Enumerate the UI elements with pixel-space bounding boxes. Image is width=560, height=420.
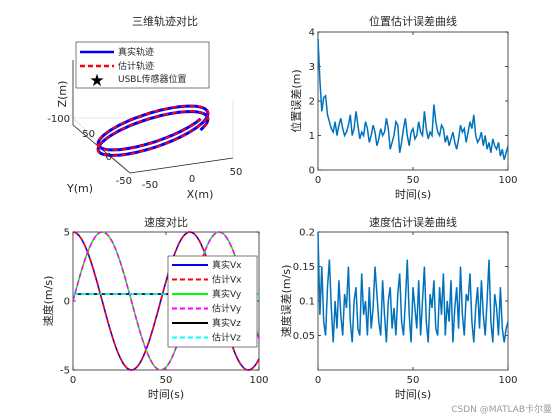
position-error-ylabel: 位置误差(m): [289, 69, 303, 132]
velocity-compare-xlabel: 时间(s): [148, 388, 184, 401]
legend-3d: 真实轨迹 估计轨迹 ★ USBL传感器位置: [75, 41, 210, 91]
velocity-legend: 真实Vx 估计Vx 真实Vy 估计Vy 真实Vz 估计Vz: [167, 255, 258, 348]
velocity-error-ylabel: 速度误差(m/s): [279, 265, 293, 338]
pos-err-ytick-label-2: 2: [309, 97, 315, 108]
legend-usbl-label: USBL传感器位置: [118, 73, 187, 85]
velocity-legend-label-4: 真实Vz: [212, 317, 241, 329]
velocity-compare-ylabel: 速度(m/s): [41, 276, 55, 327]
velocity-legend-label-3: 估计Vy: [212, 303, 242, 315]
velocity-legend-label-2: 真实Vy: [212, 288, 242, 300]
x-axis-label: X(m): [187, 188, 214, 201]
vel-err-xtick-label-0: 0: [315, 375, 321, 386]
position-error-ticks: 0 50 100 0 1 2 3 4: [309, 28, 518, 187]
z-tick-0: -100: [47, 114, 70, 125]
legend-est-label: 估计轨迹: [118, 60, 154, 72]
pos-err-ytick-label-4: 4: [309, 28, 315, 39]
trajectory-3d-title: 三维轨迹对比: [132, 14, 198, 28]
pos-err-xtick-label-2: 100: [498, 175, 517, 186]
velocity-compare-title: 速度对比: [144, 215, 188, 229]
x-tick-0: -50: [142, 180, 158, 191]
velocity-error-xlabel: 时间(s): [395, 388, 431, 401]
velocity-legend-box: [167, 255, 258, 348]
position-error-title: 位置估计误差曲线: [369, 14, 457, 28]
velocity-error-series: [317, 231, 509, 343]
legend-true-label: 真实轨迹: [118, 46, 154, 58]
pos-err-ytick-label-1: 1: [309, 131, 315, 142]
velocity-series-2: [72, 231, 260, 371]
x-tick-2: 50: [230, 167, 243, 178]
velocity-legend-label-5: 估计Vz: [212, 332, 241, 344]
velocity-legend-label-1: 估计Vx: [212, 274, 242, 286]
vel-err-xtick-label-1: 50: [407, 375, 420, 386]
vel-err-xtick-label-2: 100: [498, 375, 517, 386]
vel-xtick-label-2: 100: [249, 375, 268, 386]
helix-lines: [96, 104, 210, 157]
position-error-axes: [317, 31, 509, 171]
y-tick-0: 50: [82, 129, 95, 140]
vel-err-ytick-label-3: 0.2: [299, 228, 315, 239]
vel-err-ytick-label-0: 0.05: [293, 331, 315, 342]
vel-xtick-label-1: 50: [160, 375, 173, 386]
vel-err-ytick-label-2: 0.15: [293, 262, 315, 273]
velocity-compare-ticks: 0 50 100-505: [60, 228, 269, 387]
axis-x-line: [129, 157, 234, 174]
position-error-subplot: 位置估计误差曲线 0 50 100 0 1 2 3 4 时间(s) 位置误差(m): [289, 14, 518, 201]
star-icon: ★: [89, 71, 104, 91]
vel-err-ytick-label-1: 0.1: [299, 297, 315, 308]
velocity-error-subplot: 速度估计误差曲线 0 50 100 0.05 0.1 0.15 0.2 时间(s) 速度误差…: [279, 215, 518, 401]
position-error-xlabel: 时间(s): [395, 188, 431, 201]
pos-err-ytick-label-3: 3: [309, 62, 315, 73]
y-tick-2: -50: [116, 176, 132, 187]
y-tick-1: 0: [106, 152, 112, 163]
velocity-error-ticks: 0 50 100 0.05 0.1 0.15 0.2: [293, 228, 518, 387]
velocity-legend-label-0: 真实Vx: [212, 259, 242, 271]
trajectory-3d-subplot: 三维轨迹对比 -50 0 50 50 0 -50 -100 X(m) Y(m) …: [47, 14, 242, 201]
velocity-error-title: 速度估计误差曲线: [369, 215, 457, 229]
pos-err-xtick-label-0: 0: [315, 175, 321, 186]
x-tick-1: 0: [189, 174, 195, 185]
vel-ytick-label-0: -5: [60, 366, 70, 377]
pos-err-xtick-label-1: 50: [407, 175, 420, 186]
pos-err-ytick-label-0: 0: [309, 166, 315, 177]
position-error-series: [317, 38, 509, 160]
helix-est-line: [96, 104, 210, 157]
y-axis-label: Y(m): [66, 182, 93, 195]
watermark-text: CSDN @MATLAB卡尔曼: [451, 403, 552, 415]
vel-ytick-label-2: 5: [64, 228, 70, 239]
vel-xtick-label-0: 0: [70, 375, 76, 386]
z-axis-label: Z(m): [56, 81, 69, 108]
velocity-compare-subplot: 速度对比 0 50 100-505 时间(s) 速度(m/s) 真实Vx估计Vx真实…: [41, 215, 269, 401]
vel-ytick-label-1: 0: [64, 297, 70, 308]
